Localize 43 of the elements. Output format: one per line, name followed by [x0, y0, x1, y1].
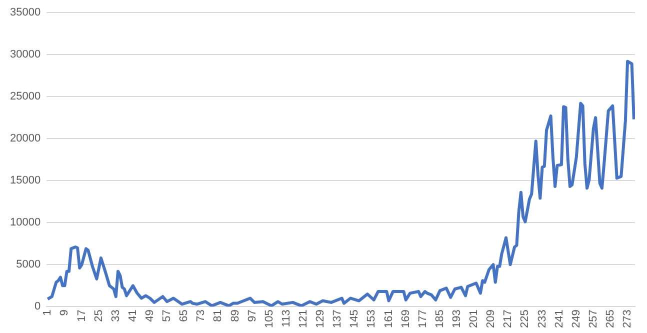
y-tick-label: 15000	[10, 174, 41, 187]
x-tick-label: 137	[332, 310, 344, 328]
x-tick-label: 241	[553, 310, 566, 328]
x-tick-label: 273	[622, 310, 634, 328]
x-tick-label: 57	[161, 310, 174, 322]
x-tick-label: 97	[246, 310, 258, 322]
x-tick-label: 193	[451, 310, 464, 328]
x-tick-label: 129	[314, 310, 327, 328]
x-tick-label: 17	[76, 310, 88, 322]
x-tick-label: 113	[280, 310, 292, 328]
y-tick-label: 20000	[10, 132, 41, 145]
x-tick-label: 257	[587, 310, 600, 328]
x-tick-label: 25	[92, 310, 105, 322]
x-tick-label: 161	[382, 310, 395, 328]
x-tick-label: 145	[348, 310, 361, 328]
x-tick-label: 65	[178, 310, 190, 322]
y-tick-label: 30000	[10, 48, 41, 61]
x-tick-label: 153	[366, 310, 378, 328]
x-tick-label: 105	[263, 310, 276, 328]
y-tick-label: 25000	[10, 90, 41, 103]
x-tick-label: 177	[416, 310, 429, 328]
x-tick-label: 225	[519, 310, 532, 328]
x-tick-label: 185	[434, 310, 446, 328]
y-tick-label: 10000	[10, 216, 41, 229]
y-tick-label: 5000	[16, 258, 41, 271]
x-tick-label: 169	[400, 310, 412, 328]
x-tick-label: 9	[58, 310, 71, 316]
x-tick-label: 49	[144, 310, 156, 322]
x-tick-label: 33	[110, 310, 122, 322]
x-tick-label: 73	[195, 310, 208, 322]
x-tick-label: 217	[502, 310, 514, 328]
x-tick-label: 89	[229, 310, 242, 322]
x-tick-label: 1	[42, 310, 54, 316]
x-tick-label: 265	[604, 310, 617, 328]
x-tick-label: 233	[536, 310, 548, 328]
y-tick-label: 0	[34, 300, 41, 313]
x-tick-label: 81	[212, 310, 224, 322]
x-tick-label: 41	[126, 310, 139, 322]
x-tick-label: 209	[485, 310, 498, 328]
x-tick-label: 201	[468, 310, 480, 328]
x-tick-label: 249	[570, 310, 582, 328]
y-tick-label: 35000	[10, 6, 41, 19]
x-tick-label: 121	[298, 310, 310, 328]
